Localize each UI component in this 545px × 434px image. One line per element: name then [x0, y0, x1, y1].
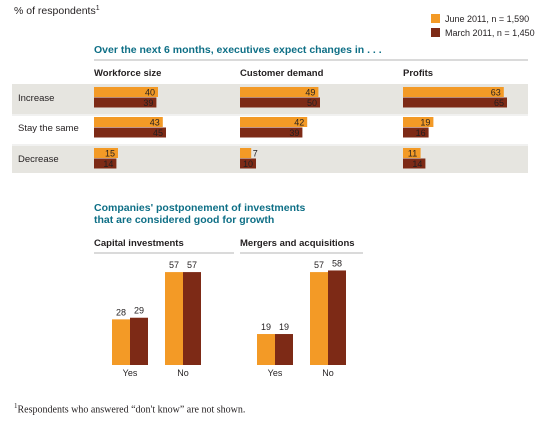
- panel-title: Profits: [403, 68, 433, 79]
- bar-value-label: 19: [420, 118, 430, 128]
- panel-title: Mergers and acquisitions: [240, 238, 355, 249]
- unit-label: % of respondents1: [14, 5, 100, 17]
- chart-canvas: % of respondents1 June 2011, n = 1,590 Mar…: [12, 5, 535, 378]
- bar: [240, 87, 319, 97]
- bar: [403, 148, 421, 158]
- bar-value-label: 14: [103, 159, 113, 169]
- bar: [328, 270, 346, 365]
- bar: [94, 87, 158, 97]
- bar: [403, 158, 426, 169]
- bar: [240, 117, 308, 127]
- bar: [94, 127, 166, 138]
- legend-swatch: [431, 14, 440, 23]
- bar: [403, 127, 429, 138]
- bar-value-label: 42: [294, 118, 304, 128]
- bar-value-label: 39: [289, 128, 299, 138]
- bar-value-label: 65: [494, 98, 504, 108]
- legend-swatch: [431, 28, 440, 37]
- chart-title: Over the next 6 months, executives expec…: [94, 44, 382, 56]
- bar: [112, 319, 130, 365]
- bar-value-label: 29: [134, 306, 144, 316]
- panel-title: Capital investments: [94, 238, 184, 249]
- category-label: Stay the same: [18, 123, 79, 134]
- category-label: Yes: [268, 368, 283, 378]
- bar: [240, 148, 252, 158]
- category-label: No: [322, 368, 334, 378]
- bar-value-label: 10: [243, 159, 253, 169]
- bar-value-label: 57: [169, 260, 179, 270]
- category-label: No: [177, 368, 189, 378]
- bar: [275, 334, 293, 365]
- row-shade: [12, 146, 528, 173]
- panel-title: Workforce size: [94, 68, 161, 79]
- bar-value-label: 19: [279, 322, 289, 332]
- bar-value-label: 11: [408, 149, 417, 159]
- category-label: Increase: [18, 93, 54, 104]
- bar-value-label: 49: [305, 88, 315, 98]
- bar: [130, 317, 148, 365]
- bar-value-label: 7: [253, 149, 258, 159]
- chart-title: Companies' postponement of investments: [94, 202, 306, 214]
- panel-title: Customer demand: [240, 68, 324, 79]
- bar-value-label: 63: [491, 88, 501, 98]
- bar: [94, 117, 163, 127]
- category-label: Decrease: [18, 154, 59, 165]
- legend-label: March 2011, n = 1,450: [445, 28, 535, 38]
- bar: [94, 158, 117, 169]
- bar-value-label: 45: [153, 128, 163, 138]
- bar-value-label: 39: [143, 98, 153, 108]
- bar-value-label: 14: [412, 159, 422, 169]
- bar-value-label: 28: [116, 307, 126, 317]
- bar-value-label: 57: [187, 260, 197, 270]
- chart-title: that are considered good for growth: [94, 214, 274, 226]
- bar-value-label: 40: [145, 88, 155, 98]
- bar: [403, 117, 434, 127]
- bar-value-label: 16: [416, 128, 426, 138]
- bar: [310, 272, 328, 365]
- bar: [403, 97, 507, 108]
- bar: [94, 148, 118, 158]
- footnote: 1Respondents who answered “don't know” a…: [14, 402, 245, 415]
- bar: [403, 87, 504, 97]
- bar-value-label: 50: [307, 98, 317, 108]
- footnote-marker: 1: [14, 402, 18, 410]
- legend-label: June 2011, n = 1,590: [445, 14, 529, 24]
- footnote-text: Respondents who answered “don't know” ar…: [17, 404, 246, 416]
- bar-value-label: 57: [314, 260, 324, 270]
- bar: [240, 158, 256, 169]
- bar-value-label: 15: [105, 149, 115, 159]
- category-label: Yes: [123, 368, 138, 378]
- bar: [94, 97, 157, 108]
- bar-value-label: 58: [332, 258, 342, 268]
- bar: [240, 97, 320, 108]
- bar-value-label: 19: [261, 322, 271, 332]
- bar: [257, 334, 275, 365]
- bar: [183, 272, 201, 365]
- bar: [165, 272, 183, 365]
- bar: [240, 127, 303, 138]
- bar-value-label: 43: [150, 118, 160, 128]
